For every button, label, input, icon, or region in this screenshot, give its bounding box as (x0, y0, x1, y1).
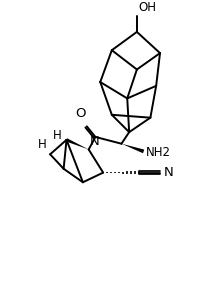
Text: OH: OH (139, 1, 157, 14)
Text: N: N (90, 135, 99, 148)
Text: H: H (52, 129, 61, 142)
Text: H: H (38, 138, 47, 151)
Text: O: O (75, 107, 85, 120)
Polygon shape (66, 138, 89, 149)
Text: NH2: NH2 (146, 146, 171, 159)
Text: N: N (164, 166, 174, 179)
Polygon shape (122, 144, 144, 153)
